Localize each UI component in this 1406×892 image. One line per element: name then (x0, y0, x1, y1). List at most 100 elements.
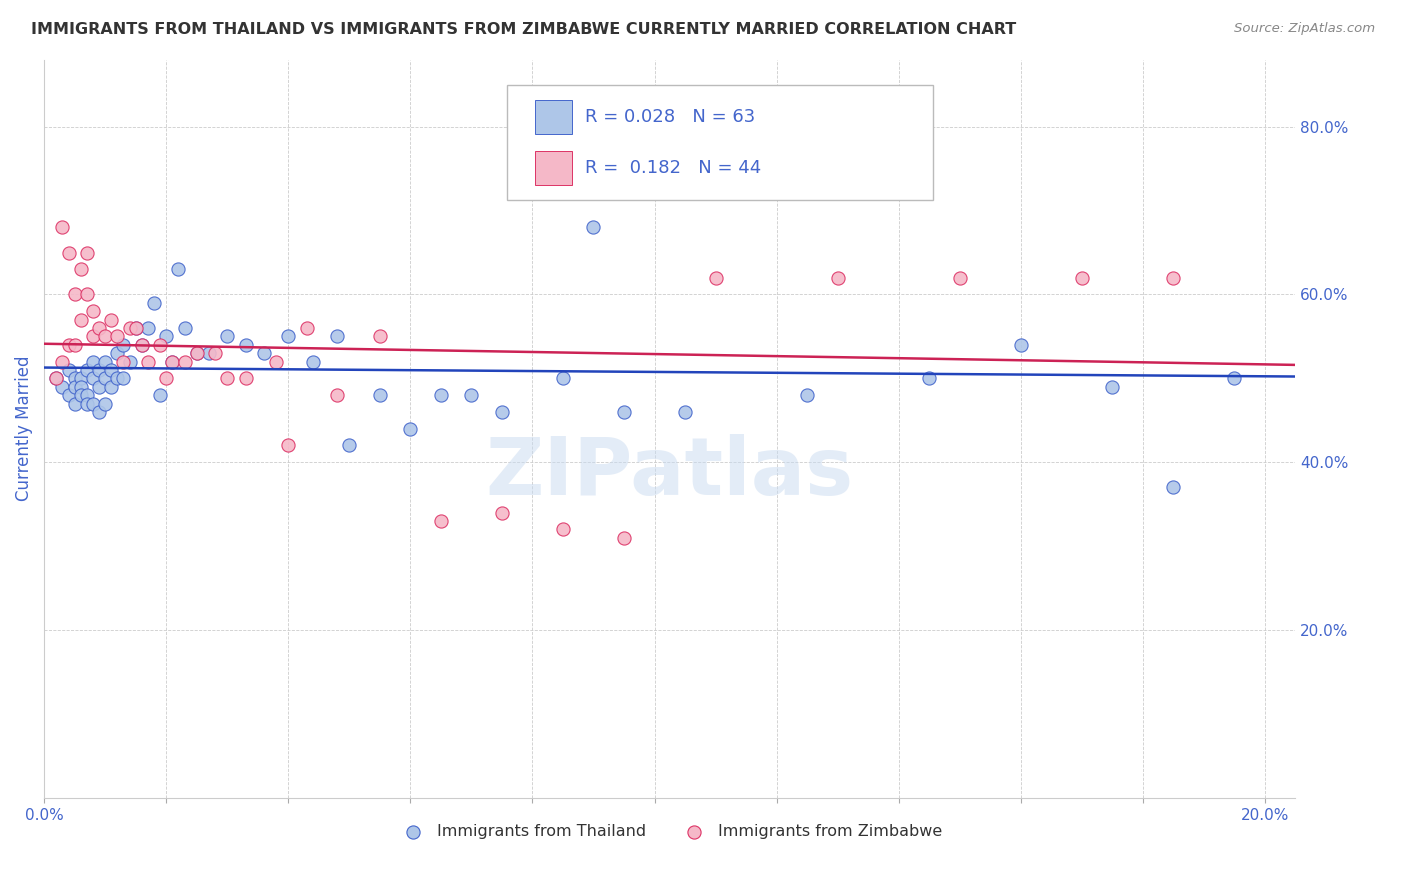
Point (326, 388, 349, 402)
Point (399, 422, 422, 436)
Point (105, 346, 128, 360)
Point (1223, 371, 1246, 385)
Point (124, 321, 146, 335)
Point (136, 354, 159, 368)
Point (796, 388, 818, 402)
Point (301, 354, 323, 368)
Point (149, 338, 172, 352)
Point (69, 388, 91, 402)
Point (100, 312, 122, 326)
Point (87, 363, 110, 377)
Point (124, 321, 146, 335)
FancyBboxPatch shape (534, 100, 572, 134)
Point (58, 338, 80, 352)
Point (51, 354, 73, 368)
Point (155, 329, 177, 343)
Point (76, 396, 98, 410)
Point (1163, 480, 1185, 494)
Point (1010, 338, 1032, 352)
Point (704, 161, 727, 176)
Point (82, 329, 104, 343)
Point (118, 321, 141, 335)
Point (173, 321, 195, 335)
Point (186, 346, 208, 360)
Point (491, 405, 513, 419)
Point (295, 321, 318, 335)
Point (105, 371, 128, 385)
Point (582, 220, 605, 235)
Point (76, 388, 98, 402)
Point (58, 388, 80, 402)
Point (827, 270, 849, 285)
Point (100, 380, 122, 394)
Point (58, 245, 80, 260)
Point (673, 405, 696, 419)
Point (87, 405, 110, 419)
Point (87, 380, 110, 394)
Point (235, 371, 257, 385)
Point (277, 329, 299, 343)
Point (69, 262, 91, 277)
Point (58, 363, 80, 377)
Point (368, 329, 391, 343)
Point (460, 388, 482, 402)
Point (143, 296, 166, 310)
Point (264, 354, 287, 368)
FancyBboxPatch shape (534, 151, 572, 186)
Point (112, 371, 135, 385)
Point (491, 506, 513, 520)
Point (918, 371, 941, 385)
Point (82, 304, 104, 318)
Point (1101, 380, 1123, 394)
Point (136, 321, 159, 335)
Point (69, 312, 91, 326)
Point (94, 354, 117, 368)
Point (63, 287, 86, 301)
Text: R = 0.028   N = 63: R = 0.028 N = 63 (585, 108, 755, 126)
Point (253, 346, 276, 360)
Point (155, 371, 177, 385)
Point (94, 396, 117, 410)
Point (167, 262, 190, 277)
Point (94, 329, 117, 343)
Point (45, 371, 67, 385)
Text: Source: ZipAtlas.com: Source: ZipAtlas.com (1234, 22, 1375, 36)
Point (1163, 270, 1185, 285)
FancyBboxPatch shape (508, 86, 932, 200)
Text: R =  0.182   N = 44: R = 0.182 N = 44 (585, 159, 761, 178)
Point (112, 354, 135, 368)
Point (82, 371, 104, 385)
Text: ZIPatlas: ZIPatlas (485, 434, 853, 512)
Point (51, 220, 73, 235)
Point (131, 338, 153, 352)
Point (186, 346, 208, 360)
Point (45, 371, 67, 385)
Point (162, 354, 184, 368)
Point (63, 396, 86, 410)
Point (112, 338, 135, 352)
Point (198, 346, 221, 360)
Point (105, 329, 128, 343)
Point (162, 354, 184, 368)
Point (704, 270, 727, 285)
Point (235, 338, 257, 352)
Y-axis label: Currently Married: Currently Married (15, 356, 32, 501)
Point (131, 338, 153, 352)
Point (51, 380, 73, 394)
Point (1070, 270, 1092, 285)
Point (613, 405, 636, 419)
Point (69, 380, 91, 394)
Point (82, 396, 104, 410)
Point (949, 270, 972, 285)
Point (94, 371, 117, 385)
Point (82, 354, 104, 368)
Point (217, 329, 239, 343)
Point (76, 287, 98, 301)
Point (368, 388, 391, 402)
Point (76, 363, 98, 377)
Point (337, 438, 360, 452)
Point (63, 338, 86, 352)
Point (87, 321, 110, 335)
Point (613, 531, 636, 545)
Text: IMMIGRANTS FROM THAILAND VS IMMIGRANTS FROM ZIMBABWE CURRENTLY MARRIED CORRELATI: IMMIGRANTS FROM THAILAND VS IMMIGRANTS F… (31, 22, 1017, 37)
